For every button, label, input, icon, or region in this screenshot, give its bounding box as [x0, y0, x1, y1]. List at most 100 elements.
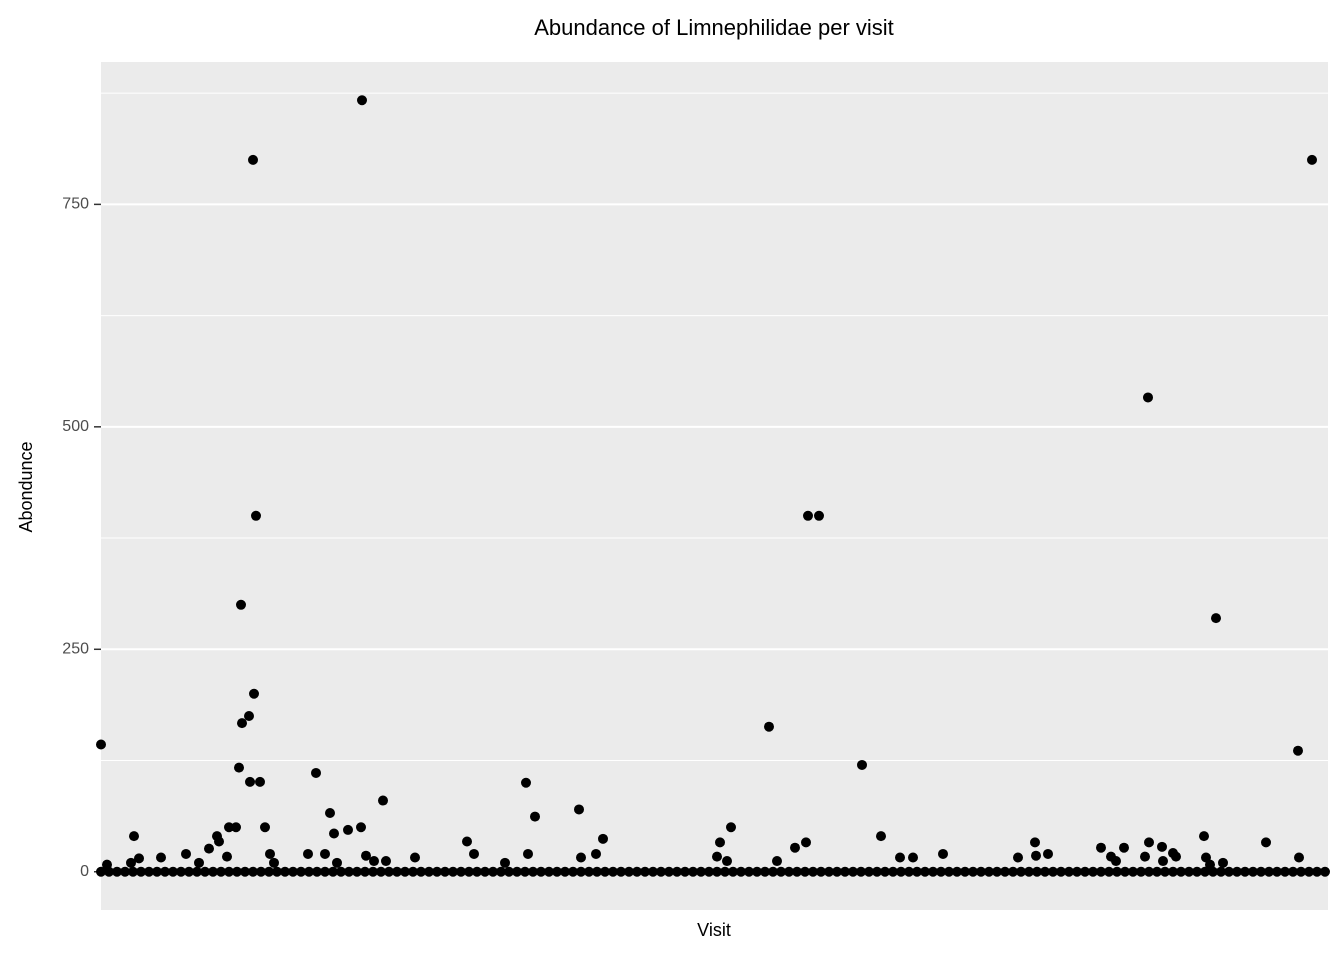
point — [1000, 866, 1010, 877]
point — [269, 857, 279, 868]
point — [424, 866, 434, 877]
point — [440, 866, 450, 877]
point — [1176, 866, 1186, 877]
point — [1293, 745, 1303, 756]
point — [361, 850, 371, 861]
point — [1013, 852, 1023, 863]
point — [792, 866, 802, 877]
point — [592, 866, 602, 877]
point — [312, 866, 322, 877]
point — [237, 718, 247, 729]
point — [1184, 866, 1194, 877]
point — [904, 866, 914, 877]
point — [256, 866, 266, 877]
point — [488, 866, 498, 877]
point — [134, 853, 144, 864]
point — [520, 866, 530, 877]
point — [736, 866, 746, 877]
point — [1199, 831, 1209, 842]
point — [204, 843, 214, 854]
point — [952, 866, 962, 877]
point — [325, 808, 335, 819]
point — [1120, 866, 1130, 877]
point — [1031, 850, 1041, 861]
point — [1288, 866, 1298, 877]
point — [303, 848, 313, 859]
point — [1256, 866, 1266, 877]
point — [1280, 866, 1290, 877]
point — [760, 866, 770, 877]
point — [824, 866, 834, 877]
point — [726, 822, 736, 833]
point — [181, 848, 191, 859]
point — [764, 721, 774, 732]
point — [504, 866, 514, 877]
point — [381, 856, 391, 867]
point — [311, 767, 321, 778]
point — [688, 866, 698, 877]
point — [1111, 856, 1121, 867]
point — [568, 866, 578, 877]
panel — [101, 62, 1328, 910]
point — [224, 866, 234, 877]
point — [1248, 866, 1258, 877]
point — [96, 739, 106, 750]
point — [1158, 856, 1168, 867]
point — [244, 711, 254, 722]
point — [236, 599, 246, 610]
point — [332, 857, 342, 868]
point — [888, 866, 898, 877]
point — [369, 856, 379, 867]
point — [234, 762, 244, 773]
point — [1240, 866, 1250, 877]
point — [1224, 866, 1234, 877]
point — [320, 848, 330, 859]
point — [776, 866, 786, 877]
point — [608, 866, 618, 877]
point — [224, 822, 234, 833]
point — [600, 866, 610, 877]
point — [880, 866, 890, 877]
point — [280, 866, 290, 877]
point — [368, 866, 378, 877]
point — [1040, 866, 1050, 877]
point — [672, 866, 682, 877]
point — [720, 866, 730, 877]
point — [248, 154, 258, 165]
point — [304, 866, 314, 877]
point — [704, 866, 714, 877]
point — [1030, 837, 1040, 848]
point — [356, 822, 366, 833]
point — [120, 866, 130, 877]
point — [1171, 851, 1181, 862]
point — [598, 833, 608, 844]
point — [696, 866, 706, 877]
point — [200, 866, 210, 877]
point — [1144, 866, 1154, 877]
point — [376, 866, 386, 877]
point — [1152, 866, 1162, 877]
y-tick-label: 0 — [80, 863, 89, 880]
point — [908, 852, 918, 863]
point — [357, 95, 367, 106]
point — [1264, 866, 1274, 877]
point — [1024, 866, 1034, 877]
point — [872, 866, 882, 877]
y-tick-label: 750 — [62, 196, 89, 213]
point — [814, 510, 824, 521]
point — [245, 776, 255, 787]
point — [144, 866, 154, 877]
point — [512, 866, 522, 877]
point — [265, 848, 275, 859]
point — [1080, 866, 1090, 877]
point — [216, 866, 226, 877]
point — [231, 822, 241, 833]
point — [320, 866, 330, 877]
point — [260, 822, 270, 833]
point — [1208, 866, 1218, 877]
point — [128, 866, 138, 877]
point — [728, 866, 738, 877]
point — [960, 866, 970, 877]
point — [1320, 866, 1330, 877]
point — [329, 828, 339, 839]
